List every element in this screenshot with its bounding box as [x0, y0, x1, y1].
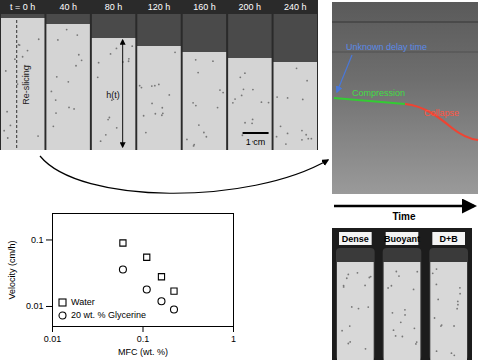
- svg-text:Velocity (cm/h): Velocity (cm/h): [7, 240, 17, 299]
- html-text:20 wt. % Glycerine: 20 wt. % Glycerine: [71, 310, 146, 320]
- svg-text:1: 1: [231, 334, 236, 344]
- svg-text:0.1: 0.1: [31, 235, 44, 245]
- svg-text:40 h: 40 h: [59, 2, 77, 12]
- svg-text:t = 0 h: t = 0 h: [10, 2, 35, 12]
- svg-text:200 h: 200 h: [239, 2, 262, 12]
- svg-text:Dense: Dense: [342, 234, 369, 244]
- svg-text:Re-slicing: Re-slicing: [21, 65, 31, 105]
- svg-text:240 h: 240 h: [284, 2, 307, 12]
- svg-text:0.01: 0.01: [44, 334, 62, 344]
- svg-text:1 cm: 1 cm: [246, 137, 266, 147]
- svg-text:160 h: 160 h: [193, 2, 216, 12]
- svg-text:Compression: Compression: [352, 88, 405, 98]
- svg-text:Buoyant: Buoyant: [384, 234, 420, 244]
- svg-text:80 h: 80 h: [105, 2, 123, 12]
- svg-text:Time: Time: [392, 211, 416, 222]
- svg-text:Unknown delay time: Unknown delay time: [346, 42, 427, 52]
- svg-text:MFC (wt. %): MFC (wt. %): [118, 347, 168, 357]
- svg-text:0.1: 0.1: [137, 334, 150, 344]
- svg-text:120 h: 120 h: [148, 2, 171, 12]
- svg-text:D+B: D+B: [440, 234, 459, 244]
- svg-text:h(t): h(t): [106, 90, 120, 100]
- svg-text:0.01: 0.01: [26, 301, 44, 311]
- html-text:Water: Water: [71, 297, 95, 307]
- svg-text:Collapse: Collapse: [424, 108, 459, 118]
